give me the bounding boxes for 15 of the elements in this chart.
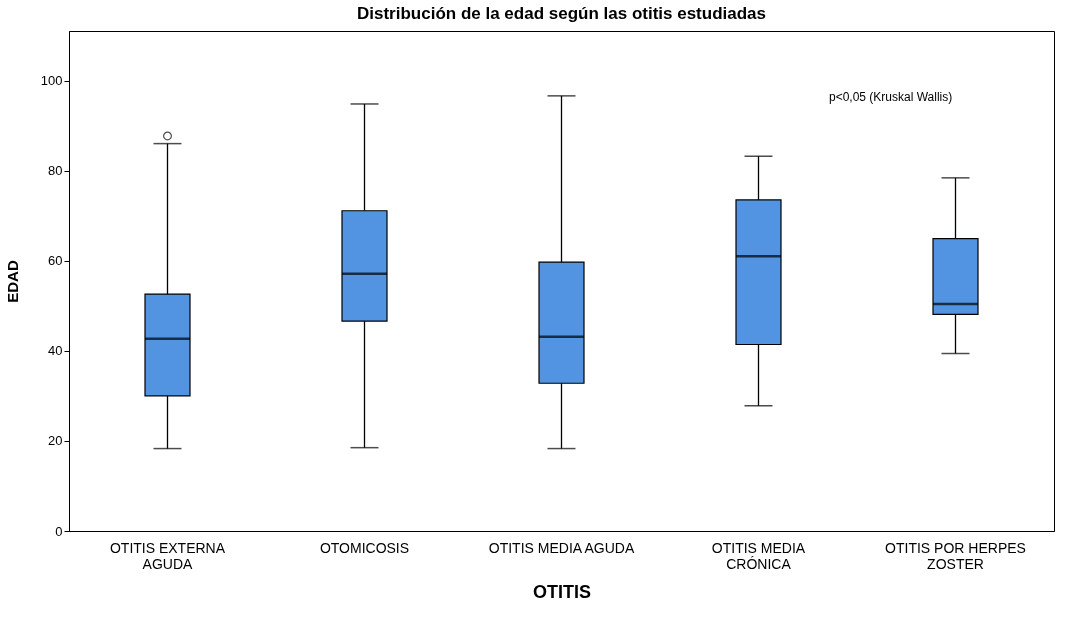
annotation: p<0,05 (Kruskal Wallis)	[829, 90, 953, 104]
y-tick-label: 80	[48, 163, 63, 179]
y-tick-label: 100	[40, 73, 63, 89]
y-tick-label: 20	[48, 433, 63, 449]
y-axis-title: EDAD	[3, 260, 21, 303]
y-tick-label: 60	[48, 253, 63, 269]
y-tick-label: 0	[55, 523, 63, 539]
y-tick-label: 40	[48, 343, 63, 359]
x-tick-label: OTITIS MEDIA AGUDA	[488, 539, 635, 556]
x-tick-label: OTOMICOSIS	[319, 539, 410, 556]
x-tick-label: OTITIS EXTERNA AGUDA	[109, 539, 226, 572]
x-axis-title: OTITIS	[533, 581, 591, 602]
x-tick-label: OTITIS POR HERPES ZOSTER	[885, 539, 1026, 572]
x-tick-label: OTITIS MEDIA CRÓNICA	[711, 539, 806, 572]
chart-title: Distribución de la edad según las otitis estudiadas	[356, 4, 767, 23]
